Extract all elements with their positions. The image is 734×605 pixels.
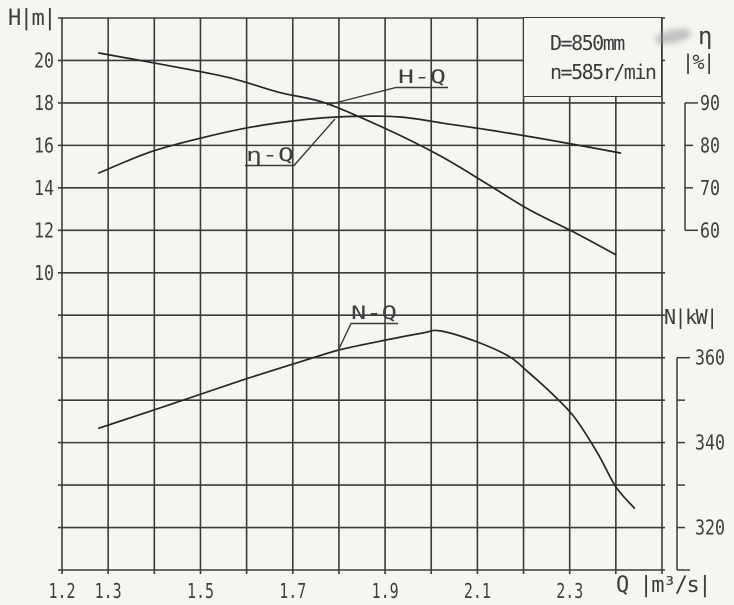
x-axis-tick-label: 1.7 — [279, 579, 306, 603]
x-axis-tick-label: 1.3 — [95, 579, 122, 603]
n-axis-tick-label: 360 — [695, 346, 725, 370]
x-axis-tick-label: 1.2 — [49, 579, 76, 603]
h-axis-tick-label: 14 — [34, 176, 54, 200]
n-axis-tick-label: 340 — [695, 431, 725, 455]
parameter-line-1: D=850mm — [550, 30, 625, 55]
h-axis-tick-label: 16 — [34, 133, 54, 157]
power-axis-bracket — [676, 356, 690, 571]
x-axis-tick-label: 2.1 — [464, 579, 491, 603]
curve-label-leader-n-q — [337, 322, 398, 352]
curve-label-eta-q: η-Q — [246, 144, 294, 166]
power-axis-label: N|kW| — [664, 305, 718, 329]
head-axis-label: H|m| — [8, 6, 56, 31]
curve-label-h-q: H-Q — [398, 66, 446, 88]
curve-n-q — [98, 329, 636, 509]
x-axis-tick-label: 2.3 — [556, 579, 583, 603]
eta-axis-tick-label: 70 — [700, 176, 720, 200]
h-axis-tick-label: 10 — [34, 261, 54, 285]
n-axis-tick-label: 320 — [695, 516, 725, 540]
curve-label-leader-eta-q — [245, 118, 336, 167]
curve-label-leader-h-q — [326, 86, 448, 106]
eta-axis-tick-label: 90 — [700, 91, 720, 115]
h-axis-tick-label: 12 — [34, 218, 54, 242]
curve-h-q — [98, 52, 617, 256]
flow-axis-label: Q |m³/s| — [616, 573, 711, 598]
grid — [58, 17, 665, 574]
efficiency-axis-bracket — [684, 102, 698, 232]
efficiency-axis-label: η — [698, 22, 712, 50]
curve-eta-q — [98, 115, 622, 174]
curve-label-n-q: N-Q — [351, 302, 397, 324]
parameter-line-2: n=585r/min — [550, 59, 657, 84]
efficiency-axis-units: |%| — [682, 50, 715, 74]
parameter-box: D=850mm n=585r/min — [523, 17, 662, 97]
h-axis-tick-label: 20 — [34, 48, 54, 72]
x-axis-tick-label: 1.5 — [187, 579, 214, 603]
eta-axis-tick-label: 80 — [700, 133, 720, 157]
x-axis-tick-label: 1.9 — [372, 579, 399, 603]
eta-axis-tick-label: 60 — [700, 218, 720, 242]
h-axis-tick-label: 18 — [34, 91, 54, 115]
